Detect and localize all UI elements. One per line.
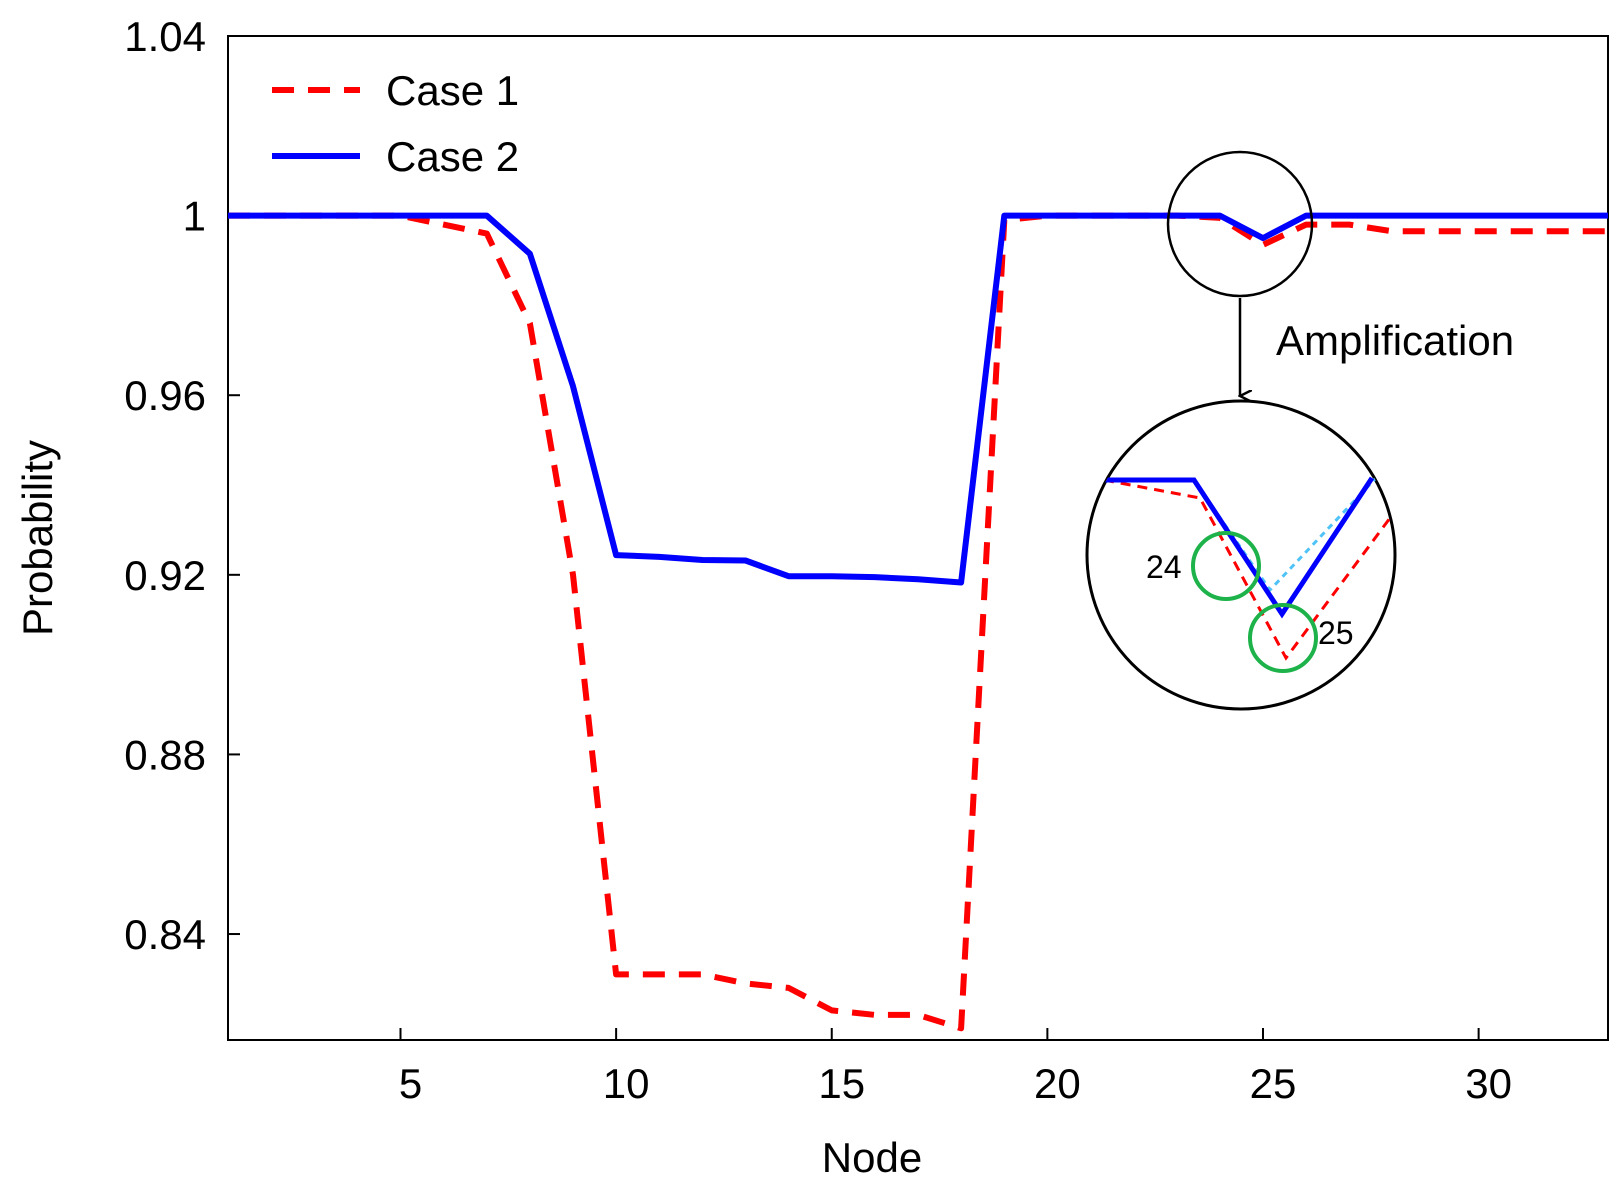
zoom-label-25: 25 <box>1318 615 1354 651</box>
x-tick-label: 30 <box>1465 1060 1512 1107</box>
x-tick-label: 20 <box>1034 1060 1081 1107</box>
x-tick-label: 5 <box>399 1060 422 1107</box>
y-tick-label: 0.88 <box>124 731 206 778</box>
y-tick-label: 1 <box>183 193 206 240</box>
zoom-marker-25 <box>1248 603 1318 673</box>
y-axis-ticks: 0.84 0.88 0.92 0.96 1 1.04 <box>124 13 240 958</box>
amplification-annotation: Amplification 24 25 <box>1085 150 1514 711</box>
y-tick-label: 0.96 <box>124 372 206 419</box>
x-tick-label: 15 <box>818 1060 865 1107</box>
y-tick-label: 1.04 <box>124 13 206 60</box>
zoom-label-24: 24 <box>1146 549 1182 585</box>
x-axis-label: Node <box>822 1134 922 1181</box>
legend: Case 1 Case 2 <box>272 67 519 180</box>
zoom-case-1-line <box>1103 478 1392 661</box>
zoom-marker-24 <box>1191 531 1261 601</box>
plot-area <box>227 35 1609 1041</box>
amplification-label: Amplification <box>1276 317 1514 364</box>
x-axis-ticks: 5 10 15 20 25 30 <box>399 1028 1512 1107</box>
zoom-case-2-line <box>1104 476 1375 619</box>
y-tick-label: 0.84 <box>124 911 206 958</box>
y-axis-label: Probability <box>14 440 61 636</box>
highlight-circle <box>1166 150 1314 298</box>
x-tick-label: 25 <box>1250 1060 1297 1107</box>
legend-label-case-1: Case 1 <box>386 67 519 114</box>
series-line-case-1 <box>228 212 1608 1032</box>
series-layer <box>228 212 1608 1032</box>
zoom-inset: 24 25 <box>1085 399 1397 711</box>
series-line-case-2 <box>228 212 1608 586</box>
y-tick-label: 0.92 <box>124 552 206 599</box>
x-tick-label: 10 <box>603 1060 650 1107</box>
legend-label-case-2: Case 2 <box>386 133 519 180</box>
